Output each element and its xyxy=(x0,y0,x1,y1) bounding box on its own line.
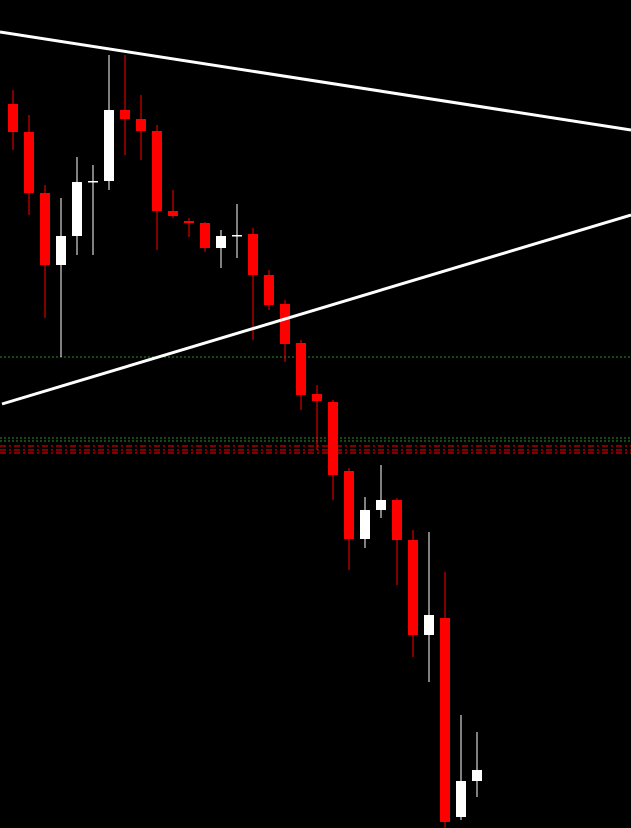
candle-body xyxy=(8,104,18,132)
candle-body xyxy=(168,211,178,216)
candle-body xyxy=(376,500,386,510)
candle-body xyxy=(88,181,98,183)
candle-body xyxy=(120,110,130,119)
candle-body xyxy=(232,235,242,237)
candle-body xyxy=(104,110,114,181)
candle-body xyxy=(40,193,50,265)
candle-body xyxy=(424,615,434,635)
candle-body xyxy=(216,236,226,248)
trendline xyxy=(0,30,631,132)
candle-body xyxy=(56,236,66,265)
candle-body xyxy=(408,540,418,635)
candle-body xyxy=(24,132,34,193)
candle-body xyxy=(72,182,82,236)
candle-body xyxy=(440,618,450,822)
candle-body xyxy=(472,770,482,781)
candle-body xyxy=(280,304,290,344)
candle-body xyxy=(296,343,306,395)
candle-body xyxy=(152,131,162,211)
candle-body xyxy=(136,119,146,131)
candle-body xyxy=(248,234,258,275)
candle-body xyxy=(312,394,322,401)
candle-body xyxy=(328,402,338,475)
candle-body xyxy=(360,510,370,539)
trendline xyxy=(1,213,631,406)
candle-body xyxy=(184,221,194,223)
candle-body xyxy=(456,781,466,817)
candle-body xyxy=(200,223,210,248)
candle-body xyxy=(344,471,354,539)
candle-body xyxy=(392,500,402,540)
candle-body xyxy=(264,275,274,305)
